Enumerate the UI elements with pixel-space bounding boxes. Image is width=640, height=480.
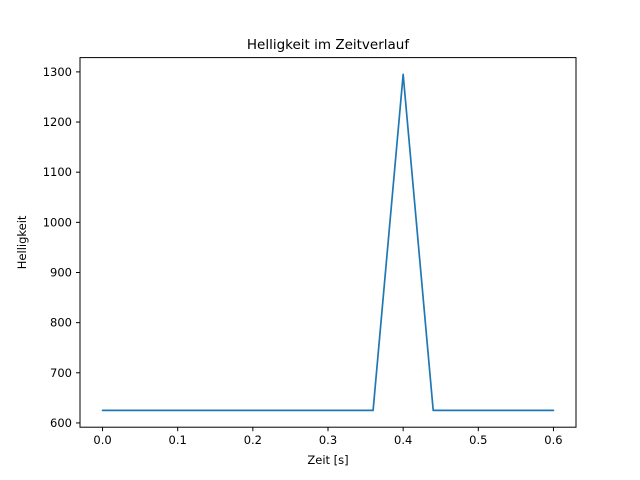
y-tick-label: 1000 — [43, 215, 72, 229]
x-tick-label: 0.4 — [394, 433, 412, 447]
x-tick-label: 0.1 — [169, 433, 187, 447]
y-tick-label: 700 — [50, 366, 72, 380]
x-axis-label: Zeit [s] — [307, 453, 348, 467]
x-tick-label: 0.0 — [93, 433, 111, 447]
x-tick-label: 0.6 — [544, 433, 562, 447]
x-tick-label: 0.5 — [469, 433, 487, 447]
plot-frame — [79, 57, 577, 428]
plot-area: 0.0 0.1 0.2 0.3 0.4 0.5 0.6 600 700 800 900 1000 110… — [43, 57, 577, 447]
x-tick-label: 0.2 — [244, 433, 262, 447]
y-tick-label: 800 — [50, 316, 72, 330]
y-tick-label: 600 — [50, 416, 72, 430]
y-axis-label: Helligkeit — [15, 215, 29, 269]
y-tick-label: 900 — [50, 265, 72, 279]
y-tick-label: 1300 — [43, 65, 72, 79]
chart-title: Helligkeit im Zeitverlauf — [247, 37, 410, 53]
y-tick-label: 1200 — [43, 115, 72, 129]
x-tick-label: 0.3 — [319, 433, 337, 447]
data-line — [101, 73, 555, 412]
y-tick-label: 1100 — [43, 165, 72, 179]
